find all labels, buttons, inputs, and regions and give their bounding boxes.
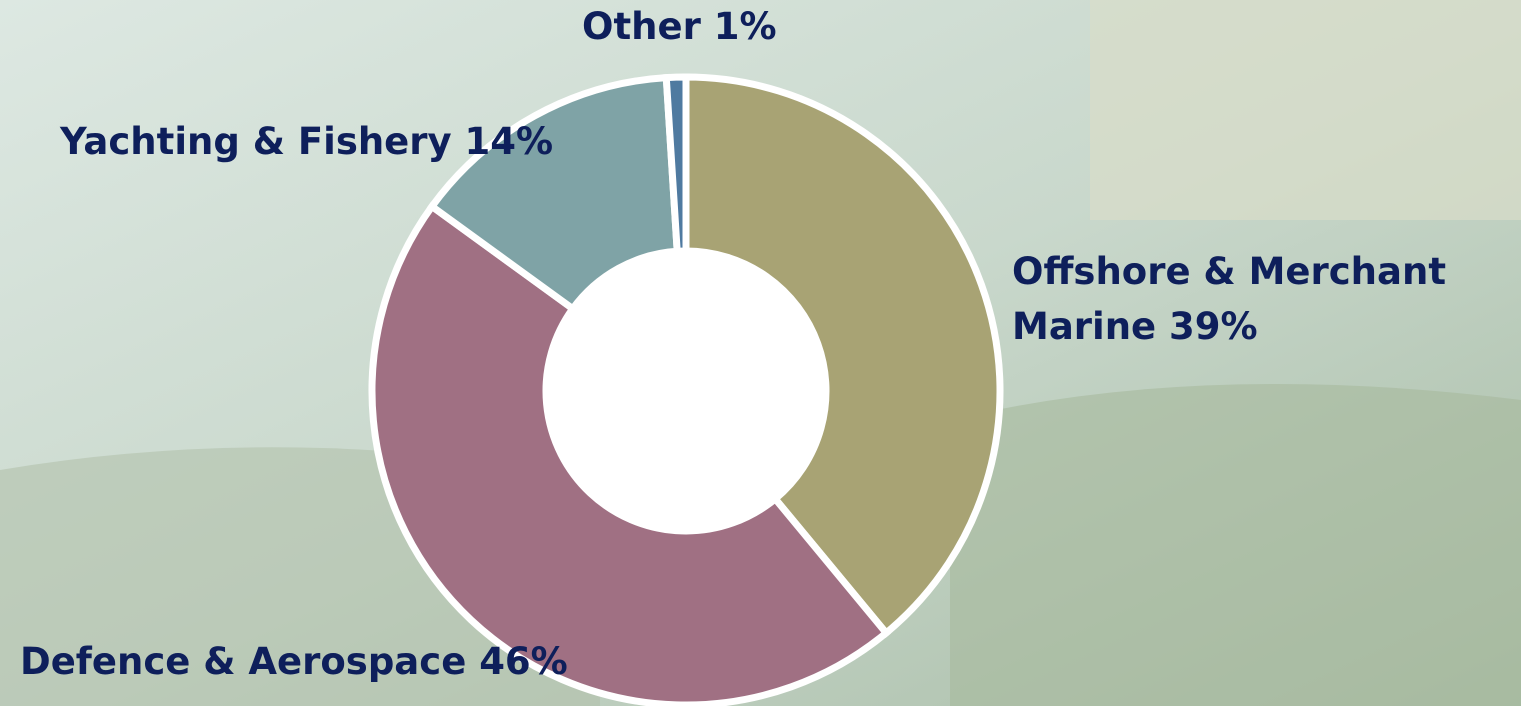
segment-label: Defence & Aerospace 46% xyxy=(20,634,568,689)
donut-segment xyxy=(682,73,1004,638)
value-label: 39% xyxy=(1169,305,1258,348)
category-label: Defence & Aerospace xyxy=(20,640,467,683)
category-label: Other xyxy=(582,5,701,48)
category-label: Yachting & Fishery xyxy=(60,120,452,163)
donut-segment xyxy=(368,201,892,706)
segment-label: Yachting & Fishery 14% xyxy=(60,114,553,169)
value-label: 14% xyxy=(464,120,554,163)
donut-segment xyxy=(427,73,681,314)
donut xyxy=(368,73,1004,706)
category-label: Offshore & Merchant Marine xyxy=(1012,250,1447,348)
background-hill xyxy=(950,384,1521,706)
value-label: 1% xyxy=(713,5,777,48)
background-panel xyxy=(1090,0,1521,220)
value-label: 46% xyxy=(479,640,568,683)
segment-label: Offshore & Merchant Marine 39% xyxy=(1012,244,1472,354)
donut-segment xyxy=(662,73,690,255)
donut-hole xyxy=(549,254,823,528)
segment-label: Other 1% xyxy=(582,0,777,54)
